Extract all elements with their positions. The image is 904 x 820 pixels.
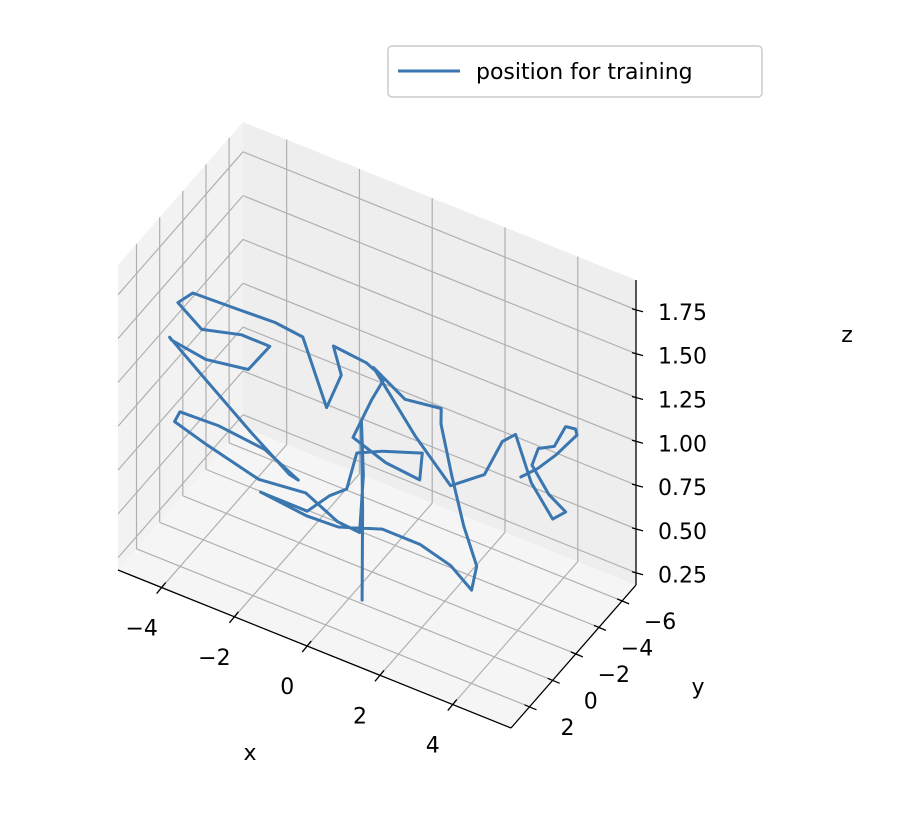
- grid-x-floor: [379, 531, 506, 676]
- legend: position for training: [387, 45, 763, 98]
- x-tick-label: 2: [353, 704, 367, 729]
- z-tick: [631, 395, 644, 401]
- y-axis-line: [510, 584, 637, 729]
- y-tick: [570, 651, 584, 658]
- z-tick-label: 0.75: [658, 476, 707, 501]
- z-tick: [631, 308, 644, 313]
- z-tick: [631, 571, 644, 576]
- z-tick: [631, 483, 644, 488]
- z-tick-label: 0.25: [658, 564, 707, 589]
- z-axis-label: z: [841, 323, 853, 348]
- grid-z-back: [242, 151, 637, 311]
- grid-z-left: [117, 370, 244, 515]
- y-tick: [547, 677, 560, 684]
- grid-z-left: [117, 414, 244, 559]
- legend-frame: [387, 45, 763, 98]
- z-tick-label: 1.75: [658, 301, 707, 326]
- y-tick: [616, 598, 630, 605]
- grid-z-left: [117, 195, 244, 340]
- z-tick-label: 1.25: [658, 388, 707, 413]
- pane-floor: [118, 427, 636, 728]
- z-tick-label: 1.00: [658, 432, 707, 457]
- x-tick-label: 0: [280, 675, 294, 700]
- grid-z-back: [242, 414, 637, 574]
- grid-y-floor: [228, 442, 623, 602]
- z-tick: [631, 351, 644, 357]
- x-tick: [447, 699, 458, 712]
- x-tick-label: −4: [125, 617, 157, 642]
- axes-layer: −4−2024−6−4−2020.250.500.751.001.251.501…: [117, 280, 707, 759]
- grid-z-left: [117, 239, 244, 383]
- y-tick-label: 0: [584, 689, 598, 714]
- grid-x-floor: [161, 444, 288, 588]
- x-axis-line: [117, 569, 512, 729]
- x-tick: [374, 669, 385, 682]
- grid-z-left: [117, 282, 244, 427]
- z-tick-label: 0.50: [658, 520, 707, 545]
- z-tick: [631, 439, 644, 444]
- grid-z-left: [117, 326, 244, 471]
- x-tick: [156, 582, 167, 594]
- grid-y-floor: [159, 521, 553, 681]
- x-tick-label: 4: [426, 734, 440, 759]
- grid-y-floor: [182, 495, 577, 655]
- grid-z-back: [242, 282, 637, 442]
- y-tick-label: −4: [621, 636, 653, 661]
- y-tick-label: −6: [644, 610, 676, 635]
- grid-x-floor: [306, 502, 433, 647]
- x-tick: [301, 640, 312, 653]
- y-tick: [524, 704, 537, 711]
- y-tick-label: −2: [598, 663, 630, 688]
- grid-x-floor: [233, 473, 360, 618]
- y-tick-label: 2: [561, 716, 575, 741]
- x-axis-label: x: [243, 741, 256, 766]
- grid-x-floor: [452, 561, 579, 705]
- series-line-0: [168, 291, 579, 602]
- legend-label: position for training: [476, 60, 693, 85]
- z-tick-label: 1.50: [658, 345, 707, 370]
- x-tick: [228, 611, 239, 624]
- grid-z-left: [117, 151, 244, 296]
- x-tick-label: −2: [198, 646, 230, 671]
- grid-y-floor: [136, 548, 530, 708]
- y-axis-label: y: [691, 675, 704, 700]
- y-tick: [593, 624, 607, 631]
- z-tick: [631, 527, 644, 532]
- grid-z-back: [242, 370, 637, 530]
- grid-z-back: [242, 195, 637, 355]
- series-layer: [168, 291, 579, 602]
- grid-z-back: [242, 238, 637, 398]
